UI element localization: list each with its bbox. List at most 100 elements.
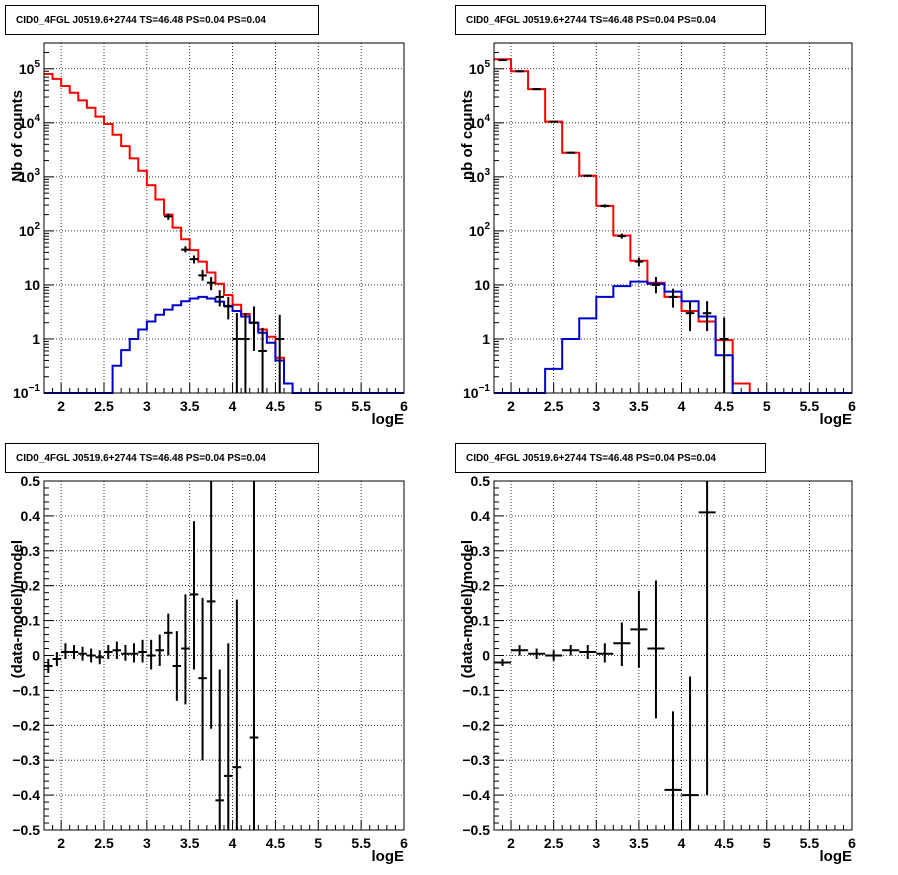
y-axis-label: (data-model)/model — [459, 540, 476, 678]
data-point — [198, 269, 207, 281]
y-tick-label: −0.3 — [462, 752, 490, 768]
y-tick-label: 105 — [469, 59, 491, 77]
series-data — [44, 481, 259, 830]
data-point — [498, 59, 507, 62]
data-point — [52, 652, 62, 666]
x-tick-label: 5 — [763, 398, 771, 414]
y-tick-label: 0.5 — [471, 473, 491, 489]
x-axis-label: logE — [820, 411, 853, 428]
data-point — [719, 317, 729, 393]
data-point — [630, 590, 648, 668]
y-tick-label: 10−1 — [13, 383, 40, 401]
title-box — [455, 443, 766, 473]
y-tick-label: 10−1 — [463, 383, 490, 401]
x-tick-label: 5 — [314, 835, 322, 851]
data-point — [121, 645, 130, 661]
plot-frame — [43, 480, 405, 831]
data-point — [61, 643, 70, 659]
x-tick-label: 2 — [507, 398, 515, 414]
y-tick-label: 10 — [474, 277, 490, 293]
x-tick-label: 2 — [507, 835, 515, 851]
chart-counts-right: CID0_4FGL J0519.6+2744 TS=46.48 PS=0.04 … — [455, 5, 856, 428]
data-point — [668, 288, 678, 308]
y-tick-label: 0 — [32, 648, 40, 664]
x-tick-label: 3 — [143, 398, 151, 414]
data-point — [249, 306, 259, 351]
data-point — [215, 290, 224, 307]
chart-resid-left: CID0_4FGL J0519.6+2744 TS=46.48 PS=0.04 … — [5, 443, 408, 865]
x-axis-label: logE — [372, 848, 405, 865]
x-tick-label: 3.5 — [629, 398, 649, 414]
chart-title: CID0_4FGL J0519.6+2744 TS=46.48 PS=0.04 … — [466, 453, 716, 464]
y-tick-label: 103 — [469, 167, 491, 185]
series-total_model — [44, 73, 404, 394]
y-tick-label: 0 — [482, 648, 490, 664]
data-point — [181, 594, 190, 705]
y-axis-label: (data-model)/model — [9, 540, 26, 678]
chart-title: CID0_4FGL J0519.6+2744 TS=46.48 PS=0.04 … — [16, 453, 266, 464]
x-tick-label: 4.5 — [714, 398, 734, 414]
data-point — [224, 643, 233, 830]
data-point — [617, 233, 627, 239]
data-point — [600, 204, 610, 208]
x-tick-label: 3.5 — [180, 835, 200, 851]
data-point — [206, 277, 216, 291]
y-tick-label: −0.5 — [462, 822, 490, 838]
y-tick-label: 102 — [19, 221, 41, 239]
data-point — [78, 646, 87, 661]
y-tick-label: 102 — [469, 221, 491, 239]
series-data — [498, 59, 729, 393]
data-point — [104, 645, 113, 659]
y-tick-label: 10 — [24, 277, 40, 293]
y-tick-label: 105 — [19, 59, 41, 77]
data-point — [651, 277, 661, 294]
data-point — [224, 296, 233, 320]
data-point — [528, 648, 546, 659]
grid — [44, 43, 404, 393]
data-point — [146, 639, 156, 670]
x-tick-label: 5 — [314, 398, 322, 414]
x-tick-label: 5.5 — [351, 835, 371, 851]
data-point — [566, 151, 575, 154]
x-tick-label: 3 — [592, 835, 600, 851]
data-point — [634, 257, 644, 267]
x-tick-label: 2.5 — [94, 398, 114, 414]
x-tick-label: 3.5 — [629, 835, 649, 851]
data-point — [545, 650, 563, 661]
data-point — [511, 645, 529, 656]
y-tick-label: 104 — [469, 113, 491, 131]
data-point — [579, 645, 597, 659]
data-point — [562, 645, 580, 656]
x-tick-label: 2.5 — [544, 835, 564, 851]
data-point — [44, 658, 53, 673]
y-tick-label: −0.4 — [462, 787, 490, 803]
y-tick-label: −0.2 — [12, 717, 40, 733]
x-tick-label: 5 — [763, 835, 771, 851]
y-tick-label: 0.3 — [21, 543, 41, 559]
y-tick-label: 0.1 — [471, 613, 491, 629]
y-tick-label: −0.4 — [12, 787, 40, 803]
data-point — [613, 622, 631, 666]
data-point — [275, 314, 284, 393]
y-tick-label: −0.1 — [12, 682, 40, 698]
x-tick-label: 4.5 — [266, 398, 286, 414]
data-point — [664, 711, 682, 830]
data-point — [232, 599, 242, 830]
chart-title: CID0_4FGL J0519.6+2744 TS=46.48 PS=0.04 … — [16, 15, 266, 26]
data-point — [515, 70, 524, 73]
data-point — [155, 634, 164, 666]
y-tick-label: 0.1 — [21, 613, 41, 629]
data-point — [681, 676, 699, 830]
y-tick-label: 0.4 — [471, 508, 491, 524]
data-point — [138, 639, 147, 663]
data-point — [181, 246, 190, 253]
data-point — [164, 213, 173, 220]
data-point — [215, 669, 224, 830]
x-tick-label: 5.5 — [800, 398, 820, 414]
x-tick-label: 6 — [400, 835, 408, 851]
chart-counts-left: CID0_4FGL J0519.6+2744 TS=46.48 PS=0.04 … — [5, 5, 408, 428]
title-box — [5, 5, 319, 35]
y-tick-label: 0.3 — [471, 543, 491, 559]
y-tick-label: 0.4 — [21, 508, 41, 524]
x-tick-label: 2.5 — [544, 398, 564, 414]
